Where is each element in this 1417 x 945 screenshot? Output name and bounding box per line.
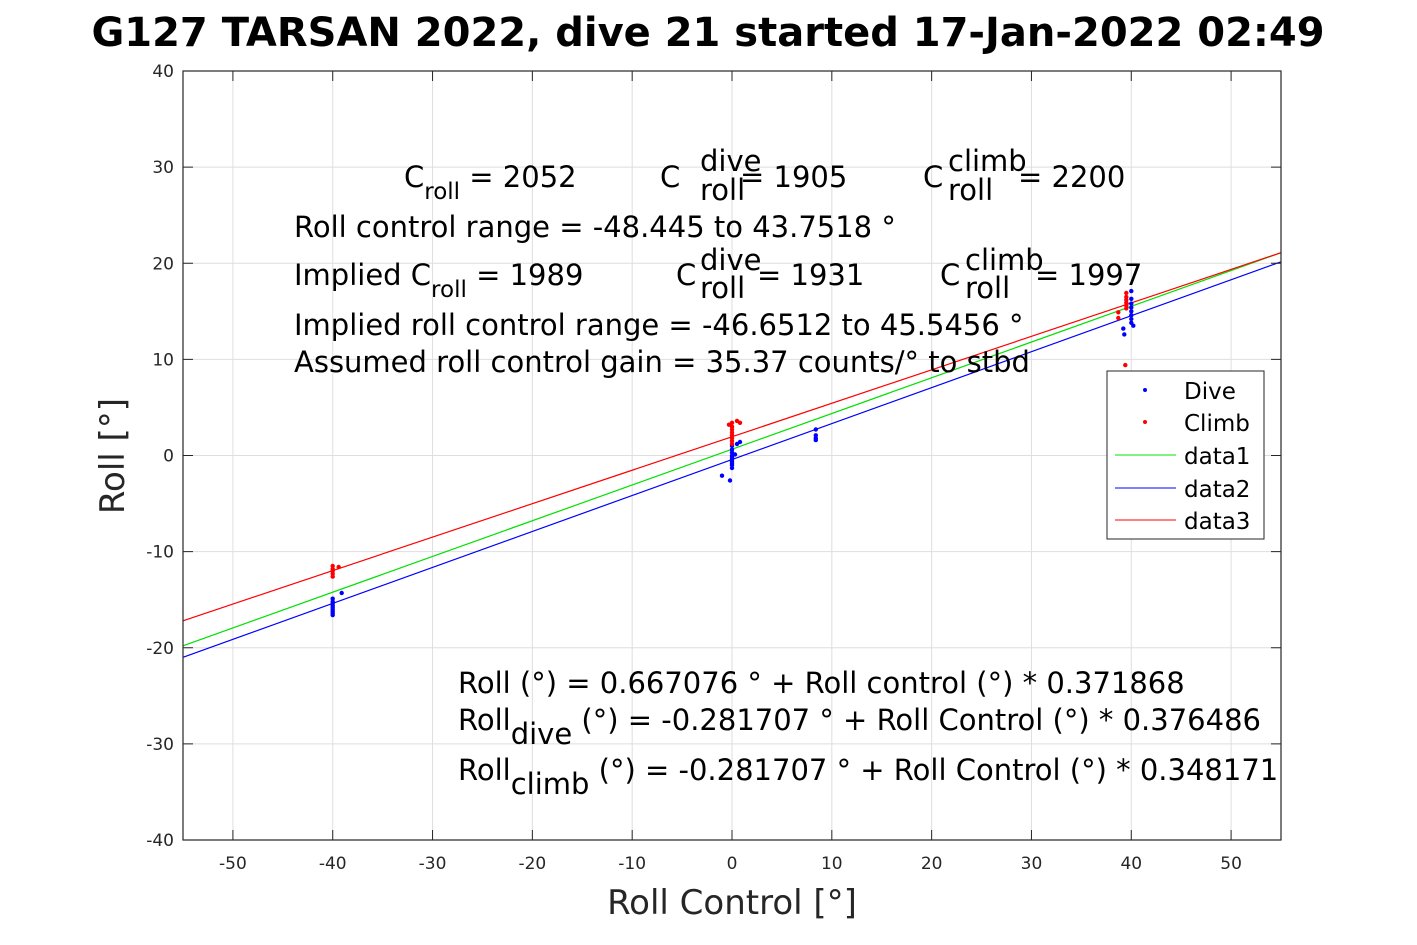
y-tick-label: 0 — [163, 447, 174, 467]
dive-point — [1122, 332, 1127, 337]
x-tick-label: -30 — [419, 854, 447, 874]
dive-point — [737, 439, 743, 445]
y-tick-label: -30 — [146, 735, 174, 755]
svg-text:roll: roll — [948, 173, 993, 207]
annotations: Croll = 2052 C dive roll = 1905 C climb … — [294, 144, 1278, 801]
annotation-implied-range: Implied roll control range = -46.6512 to… — [294, 308, 1024, 342]
series-climb — [330, 290, 1129, 579]
dive-point — [339, 590, 344, 596]
x-tick-label: -20 — [518, 854, 546, 874]
climb-point — [336, 564, 341, 570]
y-tick-label: 10 — [152, 350, 174, 370]
svg-text:= 2200: = 2200 — [1018, 160, 1125, 194]
dive-point — [1129, 296, 1134, 301]
svg-text:= 1997: = 1997 — [1035, 258, 1142, 292]
y-tick-label: 40 — [152, 62, 174, 82]
climb-point — [726, 422, 732, 427]
svg-text:roll: roll — [700, 271, 745, 305]
annotation-c-roll-climb: C climb roll = 2200 — [923, 144, 1125, 207]
y-axis-label: Roll [°] — [93, 398, 133, 514]
annotation-implied-c-roll: Implied Croll = 1989 — [294, 258, 583, 303]
dive-point — [1131, 323, 1136, 328]
legend-label-data2: data2 — [1184, 477, 1250, 503]
annotation-c-roll-dive: C dive roll = 1905 — [660, 144, 847, 207]
annotation-fit-all: Roll (°) = 0.667076 ° + Roll control (°)… — [458, 666, 1185, 700]
dive-point — [1129, 305, 1134, 310]
y-tick-label: -40 — [146, 831, 174, 851]
dive-point — [719, 473, 725, 478]
legend-marker-climb — [1143, 420, 1147, 424]
climb-point — [1124, 290, 1129, 296]
annotation-fit-climb: Rollclimb (°) = -0.281707 ° + Roll Contr… — [458, 753, 1278, 801]
svg-text:climb: climb — [948, 144, 1027, 178]
x-tick-label: 10 — [821, 854, 843, 874]
annotation-gain: Assumed roll control gain = 35.37 counts… — [294, 345, 1030, 379]
y-tick-label: -20 — [146, 639, 174, 659]
dive-point — [1129, 288, 1134, 294]
dive-point — [813, 437, 818, 443]
x-tick-label: 30 — [1021, 854, 1043, 874]
tick-labels: -50 -40 -30 -20 -10 0 10 20 30 40 50 -40 -30 -20 -10 0 1… — [146, 62, 1281, 874]
dive-point — [1121, 326, 1126, 331]
svg-text:roll: roll — [965, 271, 1010, 305]
y-tick-label: 20 — [152, 254, 174, 274]
svg-text:dive: dive — [700, 243, 761, 277]
climb-point — [330, 574, 335, 579]
climb-point — [1116, 310, 1121, 315]
legend-marker-dive — [1143, 388, 1147, 392]
y-tick-label: -10 — [146, 543, 174, 563]
dive-point — [330, 612, 335, 618]
x-axis-label: Roll Control [°] — [607, 883, 857, 923]
dive-point — [727, 478, 733, 483]
legend-label-data1: data1 — [1184, 444, 1250, 470]
svg-text:C: C — [660, 160, 680, 194]
annotation-range: Roll control range = -48.445 to 43.7518 … — [294, 210, 896, 244]
x-tick-label: -40 — [319, 854, 347, 874]
x-tick-label: -10 — [618, 854, 646, 874]
x-tick-label: 50 — [1220, 854, 1242, 874]
dive-point — [732, 452, 738, 457]
svg-text:C: C — [923, 160, 943, 194]
legend-label-climb: Climb — [1184, 411, 1250, 437]
climb-point — [1116, 315, 1121, 321]
svg-text:climb: climb — [965, 243, 1044, 277]
legend-label-data3: data3 — [1184, 509, 1250, 535]
svg-text:C: C — [940, 258, 960, 292]
climb-point — [737, 420, 743, 425]
y-tick-label: 30 — [152, 158, 174, 178]
climb-point — [1123, 362, 1128, 368]
dive-point — [1129, 316, 1134, 322]
chart-title: G127 TARSAN 2022, dive 21 started 17-Jan… — [91, 10, 1324, 56]
x-tick-label: 20 — [921, 854, 943, 874]
svg-text:roll: roll — [700, 173, 745, 207]
climb-point — [729, 441, 735, 447]
x-tick-label: -50 — [219, 854, 247, 874]
annotation-c-roll: Croll = 2052 — [404, 160, 577, 205]
dive-point — [729, 465, 735, 471]
svg-text:C: C — [676, 258, 696, 292]
x-tick-label: 40 — [1120, 854, 1142, 874]
annotation-implied-c-roll-climb: C climb roll = 1997 — [940, 243, 1142, 305]
dive-point — [1129, 301, 1134, 306]
legend-label-dive: Dive — [1184, 379, 1236, 405]
svg-text:= 1931: = 1931 — [757, 258, 864, 292]
legend: Dive Climb data1 data2 data3 — [1106, 370, 1265, 540]
x-tick-label: 0 — [727, 854, 738, 874]
series-dive — [330, 288, 1136, 618]
dive-point — [1129, 313, 1134, 318]
dive-point — [1129, 309, 1134, 314]
annotation-fit-dive: Rolldive (°) = -0.281707 ° + Roll Contro… — [458, 703, 1261, 751]
series-layer — [182, 252, 1282, 658]
climb-point — [1124, 306, 1129, 311]
dive-point — [813, 427, 818, 432]
svg-text:dive: dive — [700, 144, 761, 178]
svg-text:= 1905: = 1905 — [740, 160, 847, 194]
annotation-implied-c-roll-dive: C dive roll = 1931 — [676, 243, 864, 305]
